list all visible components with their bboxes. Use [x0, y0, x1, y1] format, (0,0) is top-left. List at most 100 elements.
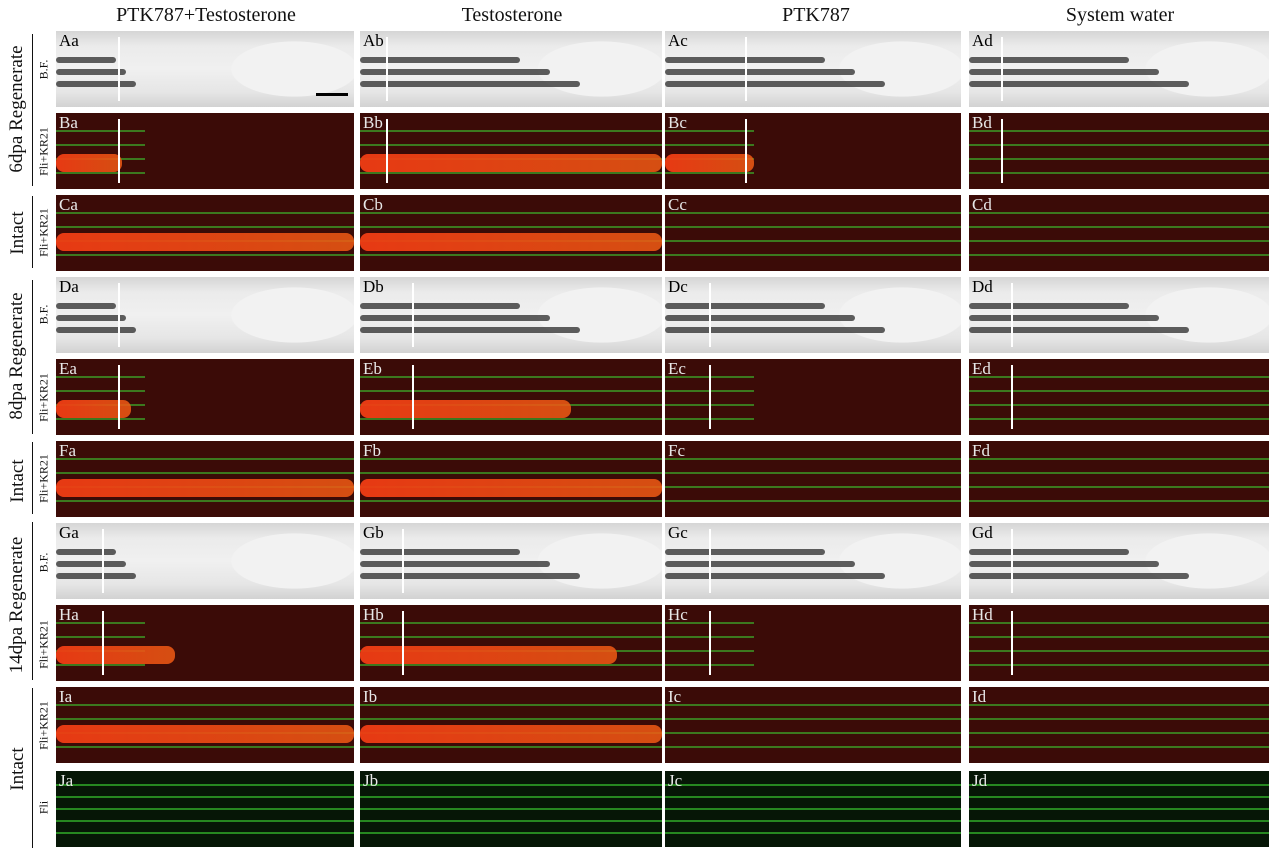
- amputation-line: [745, 37, 747, 101]
- panel-bc: Bc: [665, 113, 961, 189]
- vessel-signal: [969, 452, 1269, 506]
- panel-label: Cb: [363, 195, 383, 214]
- red-signal: [56, 400, 131, 419]
- panel-fb: Fb: [360, 441, 662, 517]
- panel-label: Hc: [668, 605, 688, 624]
- panel-label: Fc: [668, 441, 685, 460]
- panel-hc: Hc: [665, 605, 961, 681]
- panel-gc: Gc: [665, 523, 961, 599]
- panel-label: Bb: [363, 113, 383, 132]
- amputation-line: [1011, 365, 1013, 429]
- group-label-14dpa: 14dpa Regenerate: [6, 536, 27, 674]
- column-header-ptk787-testosterone: PTK787+Testosterone: [116, 4, 296, 26]
- panel-ec: Ec: [665, 359, 961, 435]
- red-signal: [56, 725, 354, 744]
- panel-db: Db: [360, 277, 662, 353]
- panel-ab: Ab: [360, 31, 662, 107]
- row-label-H: Fli+KR21: [36, 620, 51, 669]
- amputation-line: [745, 119, 747, 183]
- panel-label: Fa: [59, 441, 76, 460]
- fin-ray: [360, 549, 520, 555]
- fin-ray: [665, 81, 885, 87]
- panel-label: Gc: [668, 523, 688, 542]
- group-bracket-intact-6dpa: [32, 196, 33, 268]
- fin-ray: [360, 315, 550, 321]
- red-signal: [360, 479, 662, 498]
- panel-label: Bc: [668, 113, 687, 132]
- fin-ray: [969, 81, 1189, 87]
- red-signal: [360, 646, 617, 665]
- panel-label: Ba: [59, 113, 78, 132]
- row-label-I: Fli+KR21: [36, 701, 51, 750]
- fin-ray: [360, 303, 520, 309]
- amputation-line: [709, 529, 711, 593]
- panel-ed: Ed: [969, 359, 1269, 435]
- row-label-G: B.F.: [36, 552, 51, 573]
- panel-bb: Bb: [360, 113, 662, 189]
- fin-ray: [665, 69, 855, 75]
- row-label-F: Fli+KR21: [36, 454, 51, 503]
- panel-label: Ac: [668, 31, 688, 50]
- amputation-line: [386, 37, 388, 101]
- red-signal: [360, 233, 662, 252]
- row-label-A: B.F.: [36, 59, 51, 80]
- panel-cb: Cb: [360, 195, 662, 271]
- amputation-line: [402, 529, 404, 593]
- panel-ea: Ea: [56, 359, 354, 435]
- red-signal: [360, 154, 662, 173]
- panel-label: Eb: [363, 359, 382, 378]
- vessel-signal: [665, 452, 961, 506]
- panel-label: Cc: [668, 195, 687, 214]
- red-signal: [56, 154, 122, 173]
- vessel-signal: [665, 778, 961, 840]
- vessel-signal: [56, 778, 354, 840]
- amputation-line: [102, 611, 104, 675]
- panel-ja: Ja: [56, 771, 354, 847]
- panel-label: Ic: [668, 687, 682, 706]
- fin-ray: [665, 573, 885, 579]
- vessel-signal: [969, 206, 1269, 260]
- group-bracket-14dpa: [32, 522, 33, 680]
- amputation-line: [118, 283, 120, 347]
- vessel-signal: [665, 206, 961, 260]
- panel-hd: Hd: [969, 605, 1269, 681]
- panel-ac: Ac: [665, 31, 961, 107]
- panel-label: Dc: [668, 277, 688, 296]
- group-bracket-intact-8dpa: [32, 442, 33, 514]
- vessel-signal: [969, 370, 1269, 424]
- fin-ray: [56, 573, 136, 579]
- panel-da: Da: [56, 277, 354, 353]
- amputation-line: [709, 283, 711, 347]
- vessel-signal: [665, 698, 961, 752]
- fin-ray: [969, 549, 1129, 555]
- amputation-line: [1001, 37, 1003, 101]
- fin-ray: [360, 573, 580, 579]
- fin-ray: [969, 57, 1129, 63]
- red-signal: [56, 233, 354, 252]
- panel-label: Jc: [668, 771, 683, 790]
- panel-label: Cd: [972, 195, 992, 214]
- amputation-line: [118, 37, 120, 101]
- panel-label: Ib: [363, 687, 378, 706]
- column-header-system-water: System water: [1065, 4, 1175, 26]
- row-label-J: Fli: [36, 800, 51, 815]
- fin-ray: [56, 303, 116, 309]
- vessel-signal: [360, 778, 662, 840]
- vessel-signal: [969, 124, 1269, 178]
- panel-bd: Bd: [969, 113, 1269, 189]
- fin-ray: [665, 549, 825, 555]
- panel-jc: Jc: [665, 771, 961, 847]
- fin-ray: [56, 327, 136, 333]
- fin-ray: [56, 57, 116, 63]
- panel-ia: Ia: [56, 687, 354, 763]
- group-label-intact-6dpa: Intact: [7, 211, 28, 255]
- panel-label: Ab: [363, 31, 384, 50]
- panel-hb: Hb: [360, 605, 662, 681]
- panel-id: Id: [969, 687, 1269, 763]
- panel-label: Db: [363, 277, 384, 296]
- fin-ray: [56, 315, 126, 321]
- panel-label: Ia: [59, 687, 73, 706]
- fin-ray: [969, 315, 1159, 321]
- fin-ray: [969, 327, 1189, 333]
- panel-label: Jb: [363, 771, 379, 790]
